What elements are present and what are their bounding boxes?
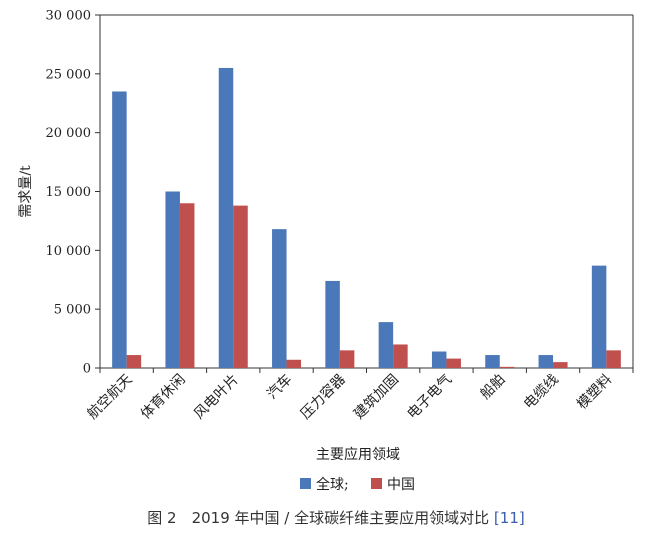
x-ticks: 航空航天 体育休闲 风电叶片 汽车 压力容器 建筑加固 电子电气 船舶 电缆线 模塑料 [85,368,634,423]
x-category-label: 建筑加固 [351,372,402,423]
bar-global [112,91,127,368]
x-category-label: 风电叶片 [191,372,242,423]
bar-china [553,362,568,368]
y-tick-label: 30 000 [46,9,92,24]
x-category-label: 汽车 [264,371,296,403]
bar-china [286,359,302,368]
bar-global [218,67,234,368]
caption-reference[interactable]: [11] [494,509,525,527]
bar-global [272,229,287,368]
plot-area: 0 5 000 10 000 15 000 20 000 25 000 30 000 航空航… [46,9,634,423]
x-category-label: 航空航天 [85,372,136,423]
bar-global [538,355,554,368]
x-category-label: 船舶 [477,372,508,403]
bar-china [126,355,142,368]
bar-china [393,344,408,368]
y-tick-label: 15 000 [46,185,92,200]
figure-caption: 图 2 2019 年中国 / 全球碳纤维主要应用领域对比 [11] [147,509,524,527]
x-category-label: 电子电气 [404,372,455,423]
y-tick-label: 10 000 [46,244,92,259]
bar-china [446,358,461,368]
legend-swatch [371,478,382,489]
bar-china [179,203,195,368]
caption-text: 图 2 2019 年中国 / 全球碳纤维主要应用领域对比 [147,509,489,527]
x-category-label: 体育休闲 [138,372,189,423]
legend-label: 中国 [387,477,415,493]
bar-global [165,191,180,368]
y-ticks: 0 5 000 10 000 15 000 20 000 25 000 30 000 [46,9,100,377]
bars [112,67,621,368]
legend-label: 全球; [316,476,349,493]
x-axis-title: 主要应用领域 [316,446,400,463]
x-category-label: 电缆线 [521,372,562,413]
y-tick-label: 20 000 [46,126,92,141]
bar-global [485,355,500,368]
bar-global [325,280,340,368]
bar-china [606,350,621,368]
bar-global [378,322,394,368]
y-tick-label: 5 000 [54,303,91,318]
bar-china [499,366,515,368]
x-category-label: 压力容器 [297,371,349,423]
bar-global [431,351,447,368]
legend: 全球; 中国 [300,476,415,493]
y-axis-title: 需求量/t [18,165,34,218]
y-tick-label: 0 [83,362,91,377]
legend-swatch [300,478,311,489]
y-tick-label: 25 000 [46,67,92,82]
bar-china [339,350,355,368]
bar-china [233,205,248,368]
x-category-label: 模塑料 [574,372,615,413]
bar-global [591,265,607,368]
